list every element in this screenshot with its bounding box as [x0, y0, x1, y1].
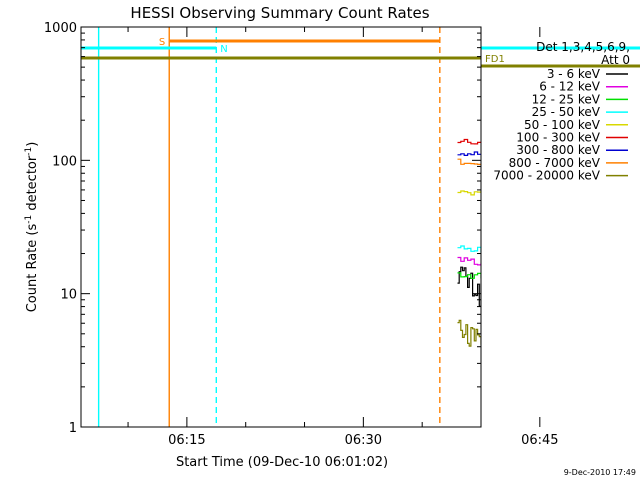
y-tick-label: 1	[69, 421, 77, 436]
legend-label: 12 - 25 keV	[532, 92, 601, 106]
flag-label: N	[220, 44, 227, 55]
legend-label: 3 - 6 keV	[547, 67, 601, 81]
legend-label: 6 - 12 keV	[539, 80, 601, 94]
x-axis-label: Start Time (09-Dec-10 06:01:02)	[176, 455, 388, 470]
legend-label: 800 - 7000 keV	[509, 156, 601, 170]
legend-label: 100 - 300 keV	[516, 131, 600, 145]
legend-header-line1: Det 1,3,4,5,6,9,	[536, 40, 630, 54]
flag-label: FD1	[485, 54, 505, 65]
x-tick-label: 06:15	[168, 433, 205, 448]
date-stamp: 9-Dec-2010 17:49	[564, 468, 636, 477]
legend-label: 50 - 100 keV	[524, 118, 601, 132]
x-tick-label: 06:45	[521, 433, 558, 448]
y-axis: 1 10 100 1000	[44, 21, 481, 436]
y-tick-label: 1000	[44, 21, 77, 36]
vertical-markers	[97, 27, 441, 427]
flag-bars: SNFD1FD2	[81, 37, 640, 68]
y-axis-label: Count Rate (s-1 detector-1)	[24, 142, 40, 313]
x-tick-label: 06:30	[345, 433, 382, 448]
legend-label: 25 - 50 keV	[532, 105, 601, 119]
legend-label: 300 - 800 keV	[516, 143, 600, 157]
plot-frame	[80, 26, 482, 428]
y-tick-label: 100	[52, 154, 77, 169]
legend-header-line2: Att 0	[601, 53, 630, 67]
flag-label: S	[159, 37, 165, 48]
y-tick-label: 10	[60, 288, 77, 303]
chart-title: HESSI Observing Summary Count Rates	[130, 4, 429, 22]
legend-label: 7000 - 20000 keV	[493, 169, 600, 183]
